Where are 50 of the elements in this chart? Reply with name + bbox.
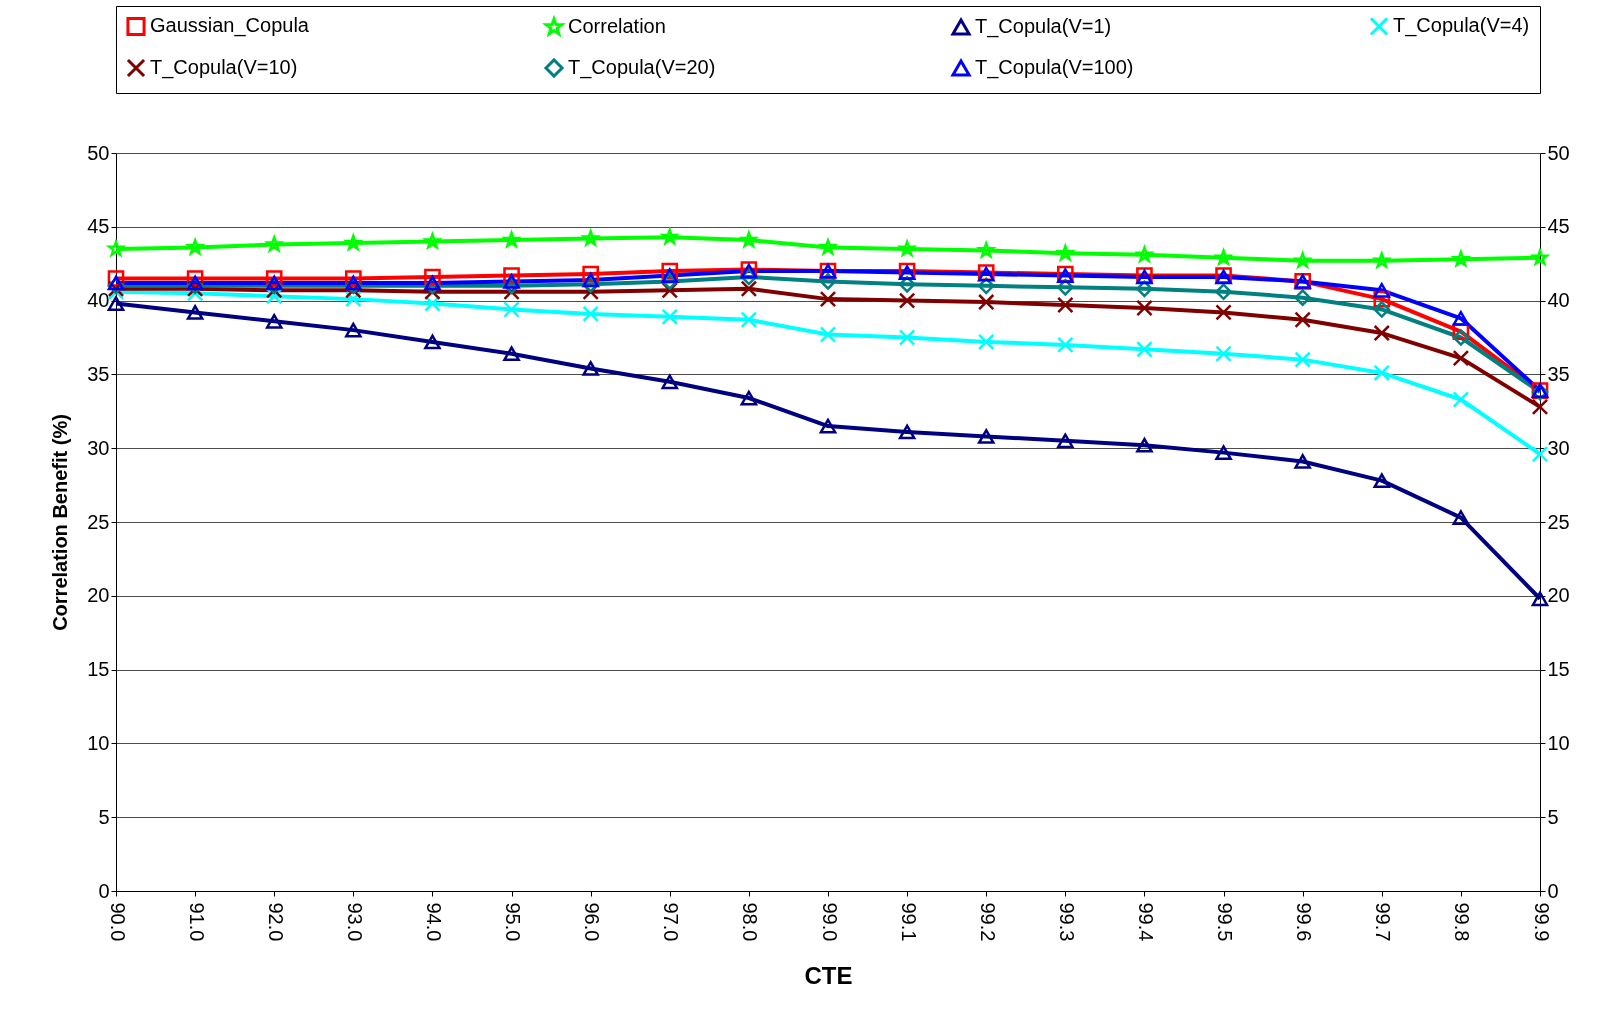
y2-tick-label: 30 xyxy=(1547,436,1570,459)
y2-tick-label: 10 xyxy=(1547,731,1570,754)
x-tick-label: 92.0 xyxy=(264,902,287,942)
y2-tick-label: 15 xyxy=(1547,658,1570,681)
y-axis-title: Correlation Benefit (%) xyxy=(49,414,72,631)
x-tick-label: 99.4 xyxy=(1134,902,1157,942)
y-tick-label: 30 xyxy=(87,436,110,459)
x-tick-label: 90.0 xyxy=(106,902,129,942)
x-tick-label: 99.2 xyxy=(976,902,999,942)
x-tick-label: 99.7 xyxy=(1372,902,1395,942)
y2-tick-label: 0 xyxy=(1547,879,1559,902)
y-tick-label: 45 xyxy=(87,215,110,238)
x-tick-label: 91.0 xyxy=(185,902,208,942)
y2-tick-label: 50 xyxy=(1547,141,1570,164)
x-tick-label: 98.0 xyxy=(739,902,762,942)
y2-tick-label: 40 xyxy=(1547,289,1570,312)
y2-tick-label: 25 xyxy=(1547,510,1570,533)
x-tick-label: 94.0 xyxy=(422,902,445,942)
legend-label: Gaussian_Copula xyxy=(150,14,310,38)
legend-label: T_Copula(V=10) xyxy=(150,56,298,79)
x-tick-label: 99.9 xyxy=(1530,902,1553,942)
x-tick-label: 99.3 xyxy=(1055,902,1078,942)
y2-tick-label: 20 xyxy=(1547,584,1570,607)
legend-label: T_Copula(V=4) xyxy=(1393,14,1530,38)
y2-tick-label: 5 xyxy=(1547,805,1559,828)
legend-label: T_Copula(V=20) xyxy=(568,56,716,79)
x-tick-label: 99.0 xyxy=(818,902,841,942)
x-axis-title: CTE xyxy=(804,962,853,990)
x-tick-label: 93.0 xyxy=(343,902,366,942)
y-tick-label: 35 xyxy=(87,362,110,385)
x-tick-label: 96.0 xyxy=(581,902,604,942)
y-tick-label: 40 xyxy=(87,289,110,312)
x-tick-label: 99.6 xyxy=(1293,902,1316,942)
legend-label: T_Copula(V=100) xyxy=(975,56,1134,79)
x-tick-label: 99.1 xyxy=(897,902,920,942)
x-tick-label: 99.8 xyxy=(1451,902,1474,942)
y-tick-label: 15 xyxy=(87,658,110,681)
x-tick-label: 95.0 xyxy=(502,902,525,942)
x-tick-label: 99.5 xyxy=(1214,902,1237,942)
y-tick-label: 5 xyxy=(98,805,110,828)
legend-label: T_Copula(V=1) xyxy=(975,15,1112,39)
x-tick-label: 97.0 xyxy=(660,902,683,942)
y2-tick-label: 45 xyxy=(1547,215,1570,238)
y-tick-label: 25 xyxy=(87,510,110,533)
y-tick-label: 50 xyxy=(87,141,110,164)
y-tick-label: 20 xyxy=(87,584,110,607)
y2-tick-label: 35 xyxy=(1547,362,1570,385)
y-tick-label: 10 xyxy=(87,731,110,754)
y-tick-label: 0 xyxy=(98,879,110,902)
legend-label: Correlation xyxy=(568,15,666,38)
